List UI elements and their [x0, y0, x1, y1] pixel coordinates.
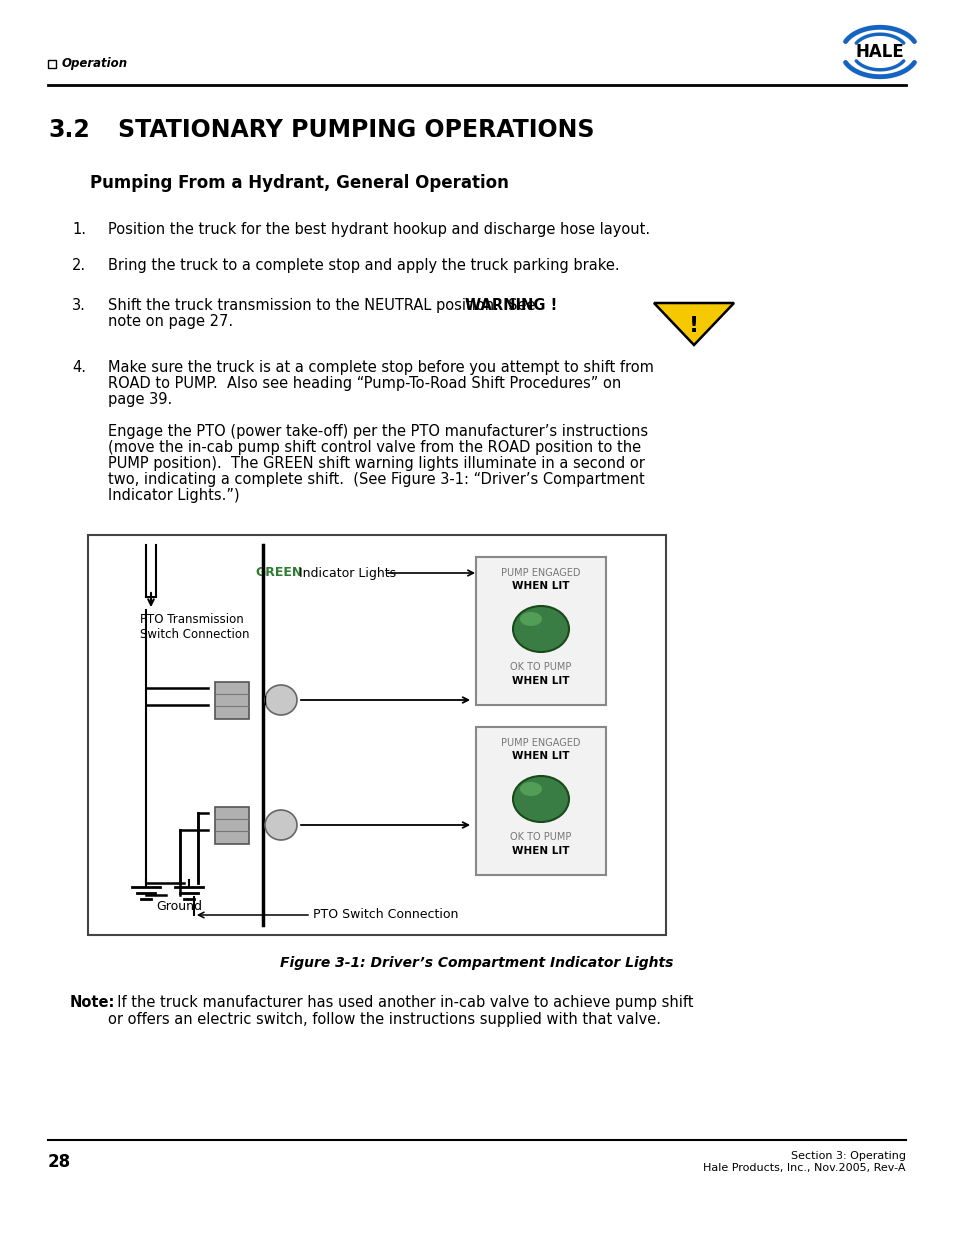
Text: Bring the truck to a complete stop and apply the truck parking brake.: Bring the truck to a complete stop and a…	[108, 258, 619, 273]
Text: 4.: 4.	[71, 359, 86, 375]
Ellipse shape	[513, 776, 568, 823]
Text: Position the truck for the best hydrant hookup and discharge hose layout.: Position the truck for the best hydrant …	[108, 222, 649, 237]
Text: PUMP ENGAGED: PUMP ENGAGED	[500, 568, 580, 578]
Text: OK TO PUMP: OK TO PUMP	[510, 832, 571, 842]
Text: If the truck manufacturer has used another in-cab valve to achieve pump shift
or: If the truck manufacturer has used anoth…	[108, 995, 693, 1028]
Text: 3.2: 3.2	[48, 119, 90, 142]
Text: PUMP position).  The GREEN shift warning lights illuminate in a second or: PUMP position). The GREEN shift warning …	[108, 456, 644, 471]
Text: Engage the PTO (power take-off) per the PTO manufacturer’s instructions: Engage the PTO (power take-off) per the …	[108, 424, 647, 438]
Text: page 39.: page 39.	[108, 391, 172, 408]
Text: 1.: 1.	[71, 222, 86, 237]
Text: Indicator Lights: Indicator Lights	[294, 567, 395, 579]
Text: GREEN: GREEN	[254, 567, 302, 579]
Text: Shift the truck transmission to the NEUTRAL position.  See: Shift the truck transmission to the NEUT…	[108, 298, 539, 312]
Text: Operation: Operation	[62, 58, 128, 70]
Text: PTO Transmission
Switch Connection: PTO Transmission Switch Connection	[140, 613, 250, 641]
FancyBboxPatch shape	[214, 682, 249, 719]
Text: !: !	[688, 316, 699, 336]
Text: (move the in-cab pump shift control valve from the ROAD position to the: (move the in-cab pump shift control valv…	[108, 440, 640, 454]
Ellipse shape	[265, 810, 296, 840]
Text: OK TO PUMP: OK TO PUMP	[510, 662, 571, 672]
Text: ROAD to PUMP.  Also see heading “Pump-To-Road Shift Procedures” on: ROAD to PUMP. Also see heading “Pump-To-…	[108, 375, 620, 391]
Text: Figure 3-1: Driver’s Compartment Indicator Lights: Figure 3-1: Driver’s Compartment Indicat…	[280, 956, 673, 969]
FancyBboxPatch shape	[88, 535, 665, 935]
Text: 3.: 3.	[71, 298, 86, 312]
Text: PTO Switch Connection: PTO Switch Connection	[313, 909, 457, 921]
FancyBboxPatch shape	[476, 727, 605, 876]
Text: Hale Products, Inc., Nov.2005, Rev-A: Hale Products, Inc., Nov.2005, Rev-A	[702, 1163, 905, 1173]
FancyBboxPatch shape	[214, 806, 249, 844]
Text: STATIONARY PUMPING OPERATIONS: STATIONARY PUMPING OPERATIONS	[118, 119, 594, 142]
Text: Section 3: Operating: Section 3: Operating	[790, 1151, 905, 1161]
Text: WHEN LIT: WHEN LIT	[512, 580, 569, 592]
Text: two, indicating a complete shift.  (See Figure 3-1: “Driver’s Compartment: two, indicating a complete shift. (See F…	[108, 472, 644, 487]
Text: Make sure the truck is at a complete stop before you attempt to shift from: Make sure the truck is at a complete sto…	[108, 359, 653, 375]
Text: WHEN LIT: WHEN LIT	[512, 846, 569, 856]
Polygon shape	[654, 303, 733, 345]
Text: note on page 27.: note on page 27.	[108, 314, 233, 329]
Text: HALE: HALE	[855, 43, 903, 61]
Text: 28: 28	[48, 1153, 71, 1171]
Text: WHEN LIT: WHEN LIT	[512, 676, 569, 685]
Text: WHEN LIT: WHEN LIT	[512, 751, 569, 761]
FancyBboxPatch shape	[48, 61, 56, 68]
Ellipse shape	[265, 685, 296, 715]
Text: Ground: Ground	[156, 900, 202, 913]
Text: Note:: Note:	[70, 995, 115, 1010]
Ellipse shape	[519, 782, 541, 797]
FancyBboxPatch shape	[476, 557, 605, 705]
Text: 2.: 2.	[71, 258, 86, 273]
Text: Indicator Lights.”): Indicator Lights.”)	[108, 488, 239, 503]
Ellipse shape	[519, 613, 541, 626]
Ellipse shape	[513, 606, 568, 652]
Text: PUMP ENGAGED: PUMP ENGAGED	[500, 739, 580, 748]
Text: Pumping From a Hydrant, General Operation: Pumping From a Hydrant, General Operatio…	[90, 174, 508, 191]
Text: WARNING !: WARNING !	[464, 298, 557, 312]
